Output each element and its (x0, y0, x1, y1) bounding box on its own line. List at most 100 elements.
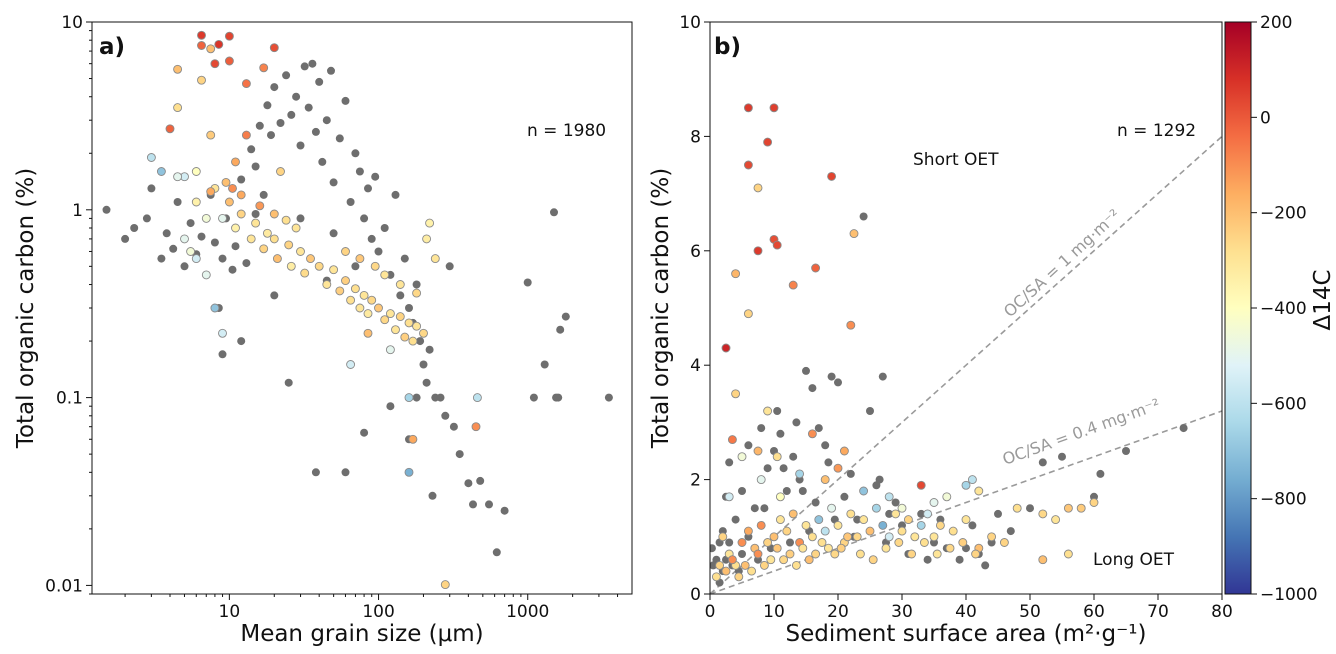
data-point-gray (270, 83, 279, 92)
data-point-colored (197, 41, 206, 50)
data-point-gray (255, 121, 264, 130)
data-point-gray (186, 219, 195, 228)
data-point-colored (763, 406, 773, 416)
data-point-colored (743, 309, 753, 319)
data-point-colored (210, 303, 220, 313)
data-point-gray (391, 190, 400, 199)
data-point-gray (744, 441, 753, 450)
data-point-gray (355, 167, 364, 176)
data-point-gray (798, 487, 807, 495)
data-point-colored (766, 555, 776, 565)
data-point-gray (710, 544, 716, 553)
data-point-gray (776, 429, 785, 438)
data-point-colored (763, 538, 773, 547)
data-point-colored (791, 560, 801, 570)
data-point-colored (272, 254, 282, 264)
data-point-colored (286, 261, 296, 271)
data-point-colored (314, 261, 324, 271)
data-point-gray (142, 214, 151, 223)
data-point-gray (757, 424, 766, 433)
data-point-colored (878, 520, 888, 530)
data-point-gray (322, 116, 331, 125)
data-point-colored (811, 549, 821, 559)
data-point-colored (715, 560, 725, 570)
data-point-colored (404, 318, 414, 328)
data-point-gray (789, 452, 798, 461)
data-point-gray (169, 244, 178, 253)
data-point-colored (737, 452, 747, 462)
data-point-colored (756, 520, 766, 530)
data-point-gray (556, 325, 565, 334)
data-point-colored (191, 167, 201, 176)
data-point-gray (917, 509, 926, 518)
data-point-gray (130, 224, 139, 232)
data-point-colored (843, 532, 853, 542)
data-point-colored (1038, 555, 1048, 565)
data-point-colored (779, 555, 789, 565)
data-point-colored (772, 240, 782, 250)
data-point-colored (801, 520, 811, 530)
data-point-gray (523, 278, 532, 287)
data-point-gray (242, 259, 251, 268)
region-label-long-oet: Long OET (1093, 550, 1175, 570)
data-point-colored (782, 526, 792, 536)
data-point-colored (422, 234, 432, 244)
data-point-gray (231, 242, 240, 251)
data-point-colored (146, 153, 156, 162)
data-point-gray (102, 205, 111, 214)
data-point-colored (718, 532, 728, 542)
x-tick-label: 20 (827, 602, 849, 622)
panel-b-points (710, 103, 1188, 587)
data-point-gray (485, 500, 493, 509)
data-point-colored (156, 167, 166, 176)
data-point-colored (763, 137, 773, 147)
data-point-gray (821, 441, 830, 450)
data-point-colored (967, 475, 977, 485)
y-tick-label: 4 (690, 356, 701, 376)
data-point-gray (814, 424, 823, 433)
data-point-colored (859, 515, 869, 525)
data-point-gray (341, 96, 350, 105)
data-point-gray (335, 134, 344, 143)
data-point-gray (419, 360, 428, 369)
data-point-colored (1051, 515, 1061, 525)
data-point-colored (346, 295, 356, 305)
data-point-colored (788, 280, 798, 290)
data-point-gray (1122, 447, 1130, 455)
colorbar-tick-label: 200 (1260, 13, 1292, 33)
data-point-colored (231, 157, 240, 167)
data-point-colored (281, 215, 291, 225)
data-point-gray (853, 515, 862, 524)
x-tick-label: 30 (891, 602, 913, 622)
data-point-gray (311, 127, 320, 136)
data-point-colored (291, 223, 301, 233)
panel-b-count: n = 1292 (1117, 121, 1196, 141)
data-point-gray (282, 71, 291, 80)
x-tick-label: 60 (1083, 602, 1105, 622)
data-point-gray (846, 469, 855, 478)
data-point-colored (236, 209, 246, 219)
y-tick-label: 10 (61, 13, 83, 33)
data-point-gray (210, 238, 219, 247)
data-point-colored (363, 328, 373, 338)
data-point-gray (1058, 452, 1066, 461)
data-point-colored (206, 130, 216, 140)
colorbar-tick-label: −1000 (1260, 585, 1318, 605)
data-point-gray (449, 422, 458, 431)
data-point-gray (811, 498, 820, 507)
data-point-gray (259, 190, 268, 199)
data-point-gray (228, 265, 237, 274)
x-tick-label: 10 (763, 602, 785, 622)
data-point-colored (385, 345, 395, 355)
y-tick-label: 10 (679, 13, 701, 33)
data-point-colored (186, 247, 196, 256)
x-tick-label: 100 (362, 602, 394, 622)
data-point-gray (327, 66, 335, 75)
data-point-colored (1012, 503, 1022, 513)
data-point-colored (881, 543, 891, 553)
data-point-colored (929, 498, 939, 507)
data-point-colored (769, 103, 779, 113)
data-point-colored (971, 549, 981, 559)
data-point-gray (859, 212, 868, 221)
data-point-colored (916, 480, 926, 490)
